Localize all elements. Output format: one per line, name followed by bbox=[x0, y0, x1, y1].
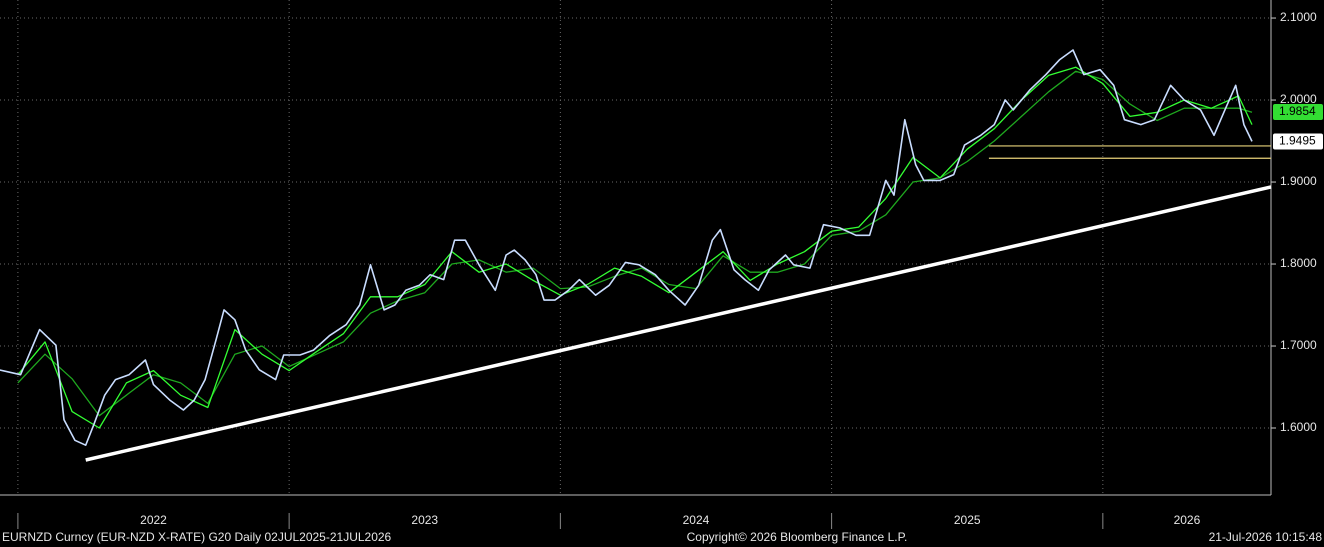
y-tick-label: 2.1000 bbox=[1280, 10, 1317, 24]
series-line bbox=[17, 66, 1253, 429]
x-tick-label: 2024 bbox=[683, 513, 710, 527]
price-label: 1.9495 bbox=[1279, 134, 1316, 148]
footer-center: Copyright© 2026 Bloomberg Finance L.P. bbox=[687, 530, 908, 544]
x-tick-label: 2023 bbox=[411, 513, 438, 527]
x-tick-label: 2025 bbox=[954, 513, 981, 527]
price-label-box bbox=[1273, 104, 1323, 121]
series-line bbox=[17, 70, 1253, 417]
x-tick-label: 2026 bbox=[1174, 513, 1201, 527]
footer-right: 21-Jul-2026 10:15:48 bbox=[1209, 530, 1323, 544]
y-tick-label: 2.0000 bbox=[1280, 92, 1317, 106]
x-tick-label: 2022 bbox=[140, 513, 167, 527]
price-label-box bbox=[1273, 133, 1323, 150]
footer-left: EURNZD Curncy (EUR-NZD X-RATE) G20 Daily… bbox=[2, 530, 392, 544]
y-tick-label: 1.7000 bbox=[1280, 338, 1317, 352]
y-tick-label: 1.6000 bbox=[1280, 420, 1317, 434]
series-line bbox=[0, 49, 1253, 447]
price-label: 1.9854 bbox=[1279, 104, 1316, 118]
y-tick-label: 1.8000 bbox=[1280, 256, 1317, 270]
trendline bbox=[85, 185, 1272, 462]
y-tick-label: 1.9000 bbox=[1280, 174, 1317, 188]
